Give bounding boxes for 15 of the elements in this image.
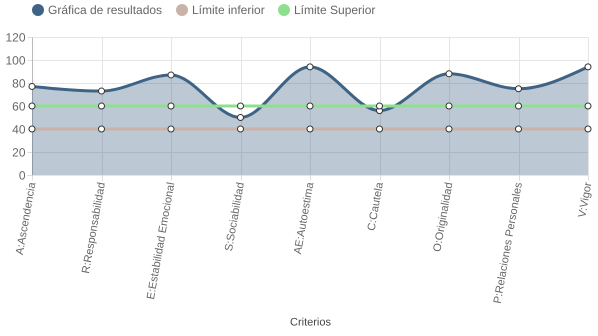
y-tick-label: 80 [12, 76, 26, 90]
x-tick-label: V:Vigor [576, 181, 594, 218]
y-tick-label: 60 [12, 100, 26, 114]
y-tick-label: 100 [5, 54, 26, 68]
y-tick-label: 0 [18, 168, 26, 182]
legend-label: Límite Superior [294, 3, 376, 17]
x-tick-label: P:Relaciones Personales [492, 180, 525, 305]
x-tick-label: C:Cautela [366, 180, 386, 232]
legend-label: Gráfica de resultados [48, 3, 162, 17]
y-tick-label: 40 [12, 122, 26, 136]
legend-label: Límite inferior [192, 3, 265, 17]
y-tick-label: 120 [5, 30, 26, 44]
x-axis-title: Criterios [290, 316, 332, 328]
y-tick-label: 20 [12, 146, 26, 160]
x-tick-label: E:Estabilidad Emocional [144, 181, 178, 300]
